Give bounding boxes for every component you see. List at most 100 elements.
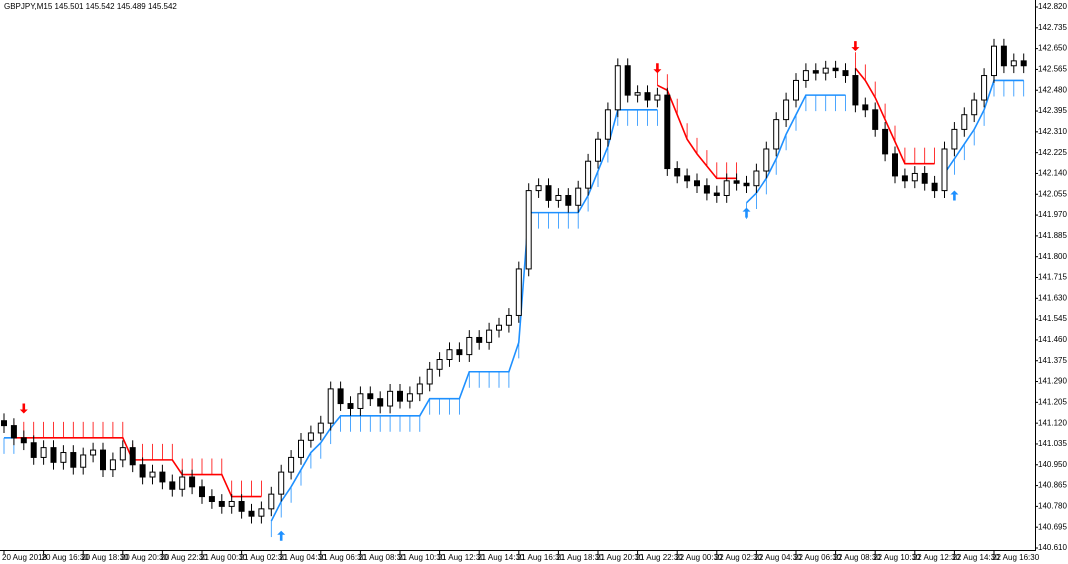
y-tick-label: 142.140 bbox=[1038, 169, 1067, 178]
candle-body bbox=[10, 425, 17, 439]
candle-body bbox=[189, 476, 196, 488]
candle-body bbox=[307, 432, 314, 441]
candle-body bbox=[436, 359, 443, 370]
candle-body bbox=[258, 508, 265, 517]
x-tick-label: 21 Aug 06:30 bbox=[319, 553, 367, 562]
candle-body bbox=[842, 70, 849, 77]
sell-arrow bbox=[19, 403, 28, 414]
candle-body bbox=[149, 471, 156, 478]
candle-body bbox=[961, 114, 968, 130]
candle-body bbox=[1, 420, 7, 427]
candle-body bbox=[238, 500, 245, 512]
candle-body bbox=[426, 368, 433, 385]
y-tick-label: 141.800 bbox=[1038, 252, 1067, 261]
y-tick-label: 140.865 bbox=[1038, 481, 1067, 490]
candle-body bbox=[694, 180, 700, 187]
candle-body bbox=[139, 464, 146, 478]
candle-body bbox=[981, 75, 988, 101]
y-tick-label: 142.225 bbox=[1038, 148, 1067, 157]
candle-body bbox=[119, 447, 126, 461]
candle-body bbox=[872, 109, 879, 130]
candle-body bbox=[852, 75, 859, 106]
candle-body bbox=[406, 393, 413, 402]
trend-line bbox=[270, 109, 658, 522]
candle-body bbox=[288, 456, 295, 473]
trend-line bbox=[657, 84, 737, 180]
candle-body bbox=[20, 437, 27, 444]
candle-body bbox=[367, 393, 374, 400]
candle-body bbox=[595, 138, 601, 162]
candle-body bbox=[654, 94, 661, 101]
x-tick-label: 22 Aug 06:30 bbox=[794, 553, 842, 562]
x-tick-label: 20 Aug 2018 bbox=[2, 553, 47, 562]
trend-line bbox=[745, 94, 846, 204]
candle-body bbox=[218, 500, 225, 507]
y-tick-label: 141.035 bbox=[1038, 439, 1067, 448]
y-tick-label: 141.460 bbox=[1038, 335, 1067, 344]
candle-body bbox=[1010, 60, 1017, 67]
y-tick-label: 141.885 bbox=[1038, 231, 1067, 240]
y-tick-label: 142.310 bbox=[1038, 127, 1067, 136]
x-tick-label: 21 Aug 08:30 bbox=[358, 553, 406, 562]
x-tick-label: 22 Aug 08:30 bbox=[834, 553, 882, 562]
candle-body bbox=[763, 148, 770, 172]
candle-body bbox=[70, 452, 77, 468]
x-tick-label: 21 Aug 10:30 bbox=[398, 553, 446, 562]
y-tick-label: 140.950 bbox=[1038, 460, 1067, 469]
x-tick-label: 21 Aug 00:30 bbox=[200, 553, 248, 562]
candle-body bbox=[575, 187, 582, 206]
x-tick-label: 22 Aug 12:30 bbox=[913, 553, 961, 562]
candle-body bbox=[951, 128, 958, 150]
candle-body bbox=[793, 79, 799, 101]
x-tick-label: 21 Aug 12:30 bbox=[438, 553, 486, 562]
x-tick-label: 20 Aug 18:30 bbox=[81, 553, 129, 562]
candle-body bbox=[446, 349, 453, 361]
candle-body bbox=[60, 452, 67, 463]
candle-body bbox=[100, 449, 106, 471]
candle-body bbox=[624, 65, 631, 96]
candle-body bbox=[337, 388, 344, 405]
y-tick-label: 141.120 bbox=[1038, 418, 1067, 427]
candle-body bbox=[268, 493, 275, 510]
x-tick-label: 22 Aug 02:30 bbox=[715, 553, 763, 562]
x-tick-label: 21 Aug 22:30 bbox=[636, 553, 684, 562]
candle-body bbox=[882, 128, 889, 155]
candle-body bbox=[911, 172, 918, 182]
x-tick-label: 21 Aug 18:30 bbox=[556, 553, 604, 562]
candle-body bbox=[713, 192, 720, 196]
x-tick-label: 22 Aug 04:30 bbox=[754, 553, 802, 562]
candle-body bbox=[585, 160, 592, 189]
y-tick-label: 141.545 bbox=[1038, 314, 1067, 323]
candle-body bbox=[30, 442, 37, 458]
candle-body bbox=[703, 185, 710, 194]
x-tick-label: 21 Aug 20:30 bbox=[596, 553, 644, 562]
candle-body bbox=[486, 329, 493, 343]
y-tick-label: 141.290 bbox=[1038, 377, 1067, 386]
x-tick-label: 22 Aug 14:30 bbox=[952, 553, 1000, 562]
buy-arrow bbox=[742, 207, 751, 218]
x-tick-label: 22 Aug 10:30 bbox=[873, 553, 921, 562]
candle-body bbox=[565, 194, 572, 206]
sell-arrow bbox=[653, 63, 662, 74]
y-tick-label: 142.565 bbox=[1038, 65, 1067, 74]
candle-body bbox=[535, 185, 542, 192]
candle-body bbox=[466, 336, 473, 356]
y-tick-label: 142.055 bbox=[1038, 189, 1067, 198]
candle-body bbox=[931, 182, 938, 192]
x-tick-label: 21 Aug 02:30 bbox=[240, 553, 288, 562]
candle-body bbox=[1000, 45, 1007, 67]
candle-body bbox=[377, 398, 384, 407]
trend-line bbox=[13, 437, 262, 498]
candle-body bbox=[129, 447, 136, 466]
candle-body bbox=[614, 65, 621, 111]
y-tick-label: 141.715 bbox=[1038, 273, 1067, 282]
candle-body bbox=[50, 447, 57, 463]
candle-body bbox=[723, 180, 730, 196]
x-tick-label: 22 Aug 16:30 bbox=[992, 553, 1040, 562]
candle-body bbox=[179, 476, 186, 490]
candle-body bbox=[327, 388, 334, 424]
x-tick-label: 21 Aug 16:30 bbox=[517, 553, 565, 562]
candle-body bbox=[802, 70, 809, 81]
candle-body bbox=[892, 153, 898, 177]
